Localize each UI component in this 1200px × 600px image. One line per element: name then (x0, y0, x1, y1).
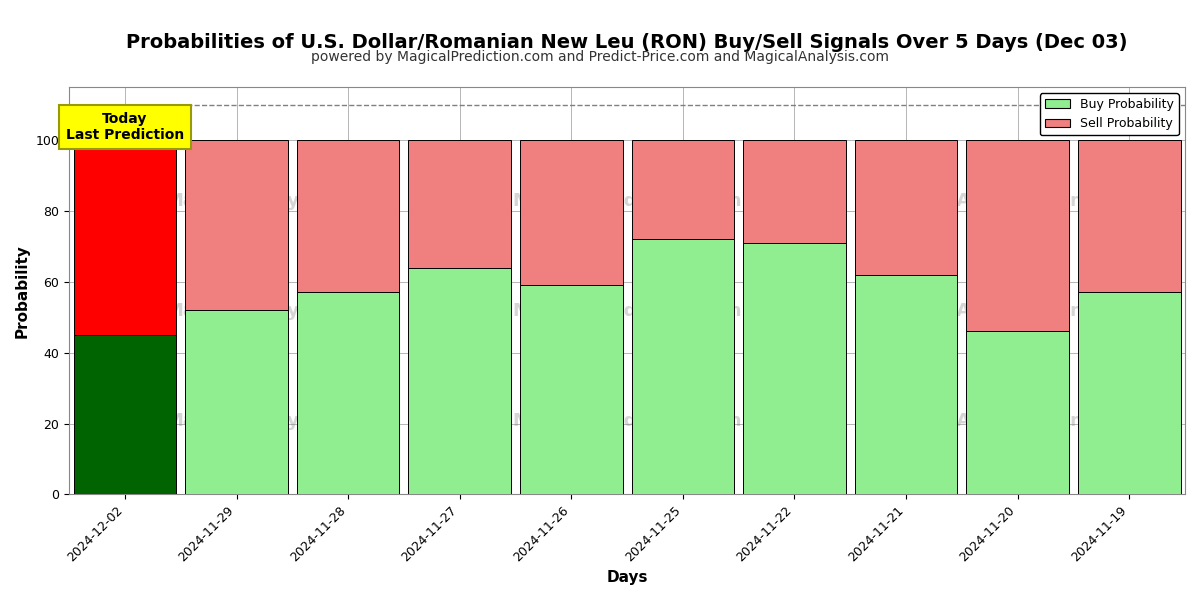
Legend: Buy Probability, Sell Probability: Buy Probability, Sell Probability (1040, 93, 1178, 136)
Text: MagicalAnalysis.com: MagicalAnalysis.com (166, 302, 374, 320)
Bar (185, 310, 288, 494)
Bar (408, 268, 511, 494)
Text: MagicalAnalysis.com: MagicalAnalysis.com (880, 412, 1090, 430)
Bar (631, 239, 734, 494)
Y-axis label: Probability: Probability (16, 244, 30, 338)
Title: Probabilities of U.S. Dollar/Romanian New Leu (RON) Buy/Sell Signals Over 5 Days: Probabilities of U.S. Dollar/Romanian Ne… (126, 33, 1128, 52)
X-axis label: Days: Days (606, 570, 648, 585)
Bar (854, 140, 958, 275)
Text: MagicalAnalysis.com: MagicalAnalysis.com (880, 192, 1090, 210)
Bar (743, 140, 846, 243)
Bar (966, 331, 1069, 494)
Text: MagicalAnalysis.com: MagicalAnalysis.com (166, 192, 374, 210)
Text: MagicalAnalysis.com: MagicalAnalysis.com (166, 412, 374, 430)
Bar (520, 140, 623, 286)
Bar (1078, 140, 1181, 292)
Bar (185, 140, 288, 310)
Bar (73, 335, 176, 494)
Bar (73, 140, 176, 335)
Bar (966, 140, 1069, 331)
Text: Today
Last Prediction: Today Last Prediction (66, 112, 184, 142)
Text: MagicalPrediction.com: MagicalPrediction.com (512, 302, 742, 320)
Bar (296, 292, 400, 494)
Text: MagicalPrediction.com: MagicalPrediction.com (512, 192, 742, 210)
Bar (854, 275, 958, 494)
Text: powered by MagicalPrediction.com and Predict-Price.com and MagicalAnalysis.com: powered by MagicalPrediction.com and Pre… (311, 50, 889, 64)
Bar (743, 243, 846, 494)
Bar (631, 140, 734, 239)
Bar (520, 286, 623, 494)
Bar (408, 140, 511, 268)
Text: MagicalPrediction.com: MagicalPrediction.com (512, 412, 742, 430)
Bar (1078, 292, 1181, 494)
Bar (296, 140, 400, 292)
Text: MagicalAnalysis.com: MagicalAnalysis.com (880, 302, 1090, 320)
